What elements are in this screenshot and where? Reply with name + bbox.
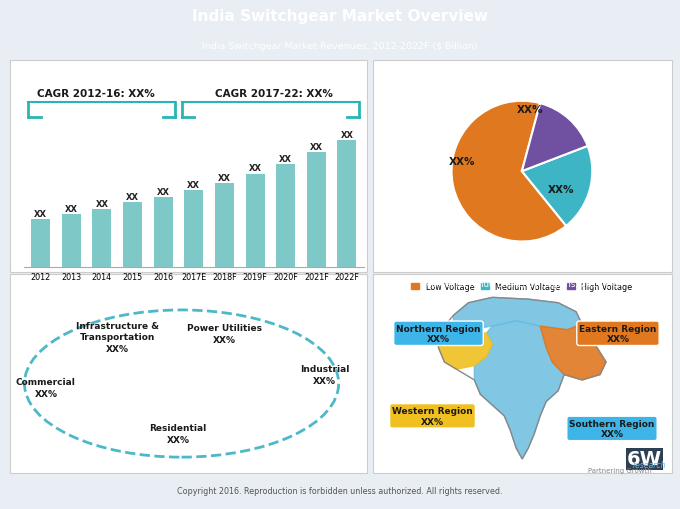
- Bar: [215, 184, 234, 267]
- Bar: [184, 191, 203, 267]
- Text: Southern Region
XX%: Southern Region XX%: [569, 419, 655, 438]
- Text: XX: XX: [65, 204, 78, 213]
- Text: XX%: XX%: [547, 184, 574, 194]
- Text: XX: XX: [187, 181, 201, 189]
- Text: Residential
XX%: Residential XX%: [150, 423, 207, 444]
- Bar: [337, 141, 356, 267]
- Text: Power Utilities
XX%: Power Utilities XX%: [187, 323, 262, 344]
- Text: XX: XX: [126, 192, 139, 202]
- Polygon shape: [439, 325, 492, 370]
- Polygon shape: [540, 325, 606, 380]
- Bar: [62, 215, 81, 267]
- Wedge shape: [522, 104, 588, 172]
- Wedge shape: [522, 147, 592, 227]
- Text: XX: XX: [279, 154, 292, 163]
- Text: XX: XX: [218, 174, 231, 182]
- Text: Commercial
XX%: Commercial XX%: [16, 377, 76, 398]
- Polygon shape: [475, 321, 564, 459]
- Text: XX%: XX%: [517, 105, 543, 115]
- Text: Northern Region
XX%: Northern Region XX%: [396, 324, 481, 343]
- Text: Western Region
XX%: Western Region XX%: [392, 406, 473, 426]
- Text: Market Revenue Share, By Verticals, 2016 (%): Market Revenue Share, By Verticals, 2016…: [89, 279, 288, 289]
- Text: XX: XX: [341, 130, 354, 139]
- Text: Market Revenue Share, By Regions, 2016 (%): Market Revenue Share, By Regions, 2016 (…: [424, 279, 620, 289]
- Bar: [123, 203, 142, 267]
- Text: Copyright 2016. Reproduction is forbidden unless authorized. All rights reserved: Copyright 2016. Reproduction is forbidde…: [177, 486, 503, 495]
- Text: research: research: [633, 460, 666, 469]
- Text: Infrastructure &
Transportation
XX%: Infrastructure & Transportation XX%: [75, 321, 159, 353]
- Legend: Low Voltage, Medium Voltage, High Voltage: Low Voltage, Medium Voltage, High Voltag…: [408, 279, 636, 294]
- Bar: [276, 165, 295, 267]
- Text: India Switchgear Market Overview: India Switchgear Market Overview: [192, 9, 488, 24]
- Text: XX: XX: [34, 209, 47, 218]
- Text: XX: XX: [95, 200, 108, 209]
- Text: CAGR 2017-22: XX%: CAGR 2017-22: XX%: [214, 89, 333, 99]
- Bar: [245, 174, 265, 267]
- Text: Market Revenues, 2012-2022F ($ Billion): Market Revenues, 2012-2022F ($ Billion): [101, 67, 277, 76]
- Text: India Switchgear Market Revenues, 2012-2022F ($ Billion): India Switchgear Market Revenues, 2012-2…: [202, 42, 478, 51]
- Text: 6W: 6W: [627, 449, 662, 468]
- Wedge shape: [452, 102, 566, 242]
- Text: Industrial
XX%: Industrial XX%: [300, 364, 349, 385]
- Text: CAGR 2012-16: XX%: CAGR 2012-16: XX%: [37, 89, 154, 99]
- Bar: [31, 219, 50, 267]
- Bar: [154, 198, 173, 267]
- Text: XX: XX: [156, 188, 170, 196]
- Polygon shape: [454, 298, 582, 330]
- Text: Partnering Growth: Partnering Growth: [588, 467, 652, 473]
- Text: Market Revenue Share, By Voltage, 2016 (%): Market Revenue Share, By Voltage, 2016 (…: [432, 67, 613, 76]
- Text: XX: XX: [249, 164, 262, 173]
- Text: XX%: XX%: [449, 156, 475, 166]
- Text: XX: XX: [310, 143, 323, 151]
- Text: Eastern Region
XX%: Eastern Region XX%: [579, 324, 657, 343]
- Bar: [307, 153, 326, 267]
- Bar: [92, 210, 112, 267]
